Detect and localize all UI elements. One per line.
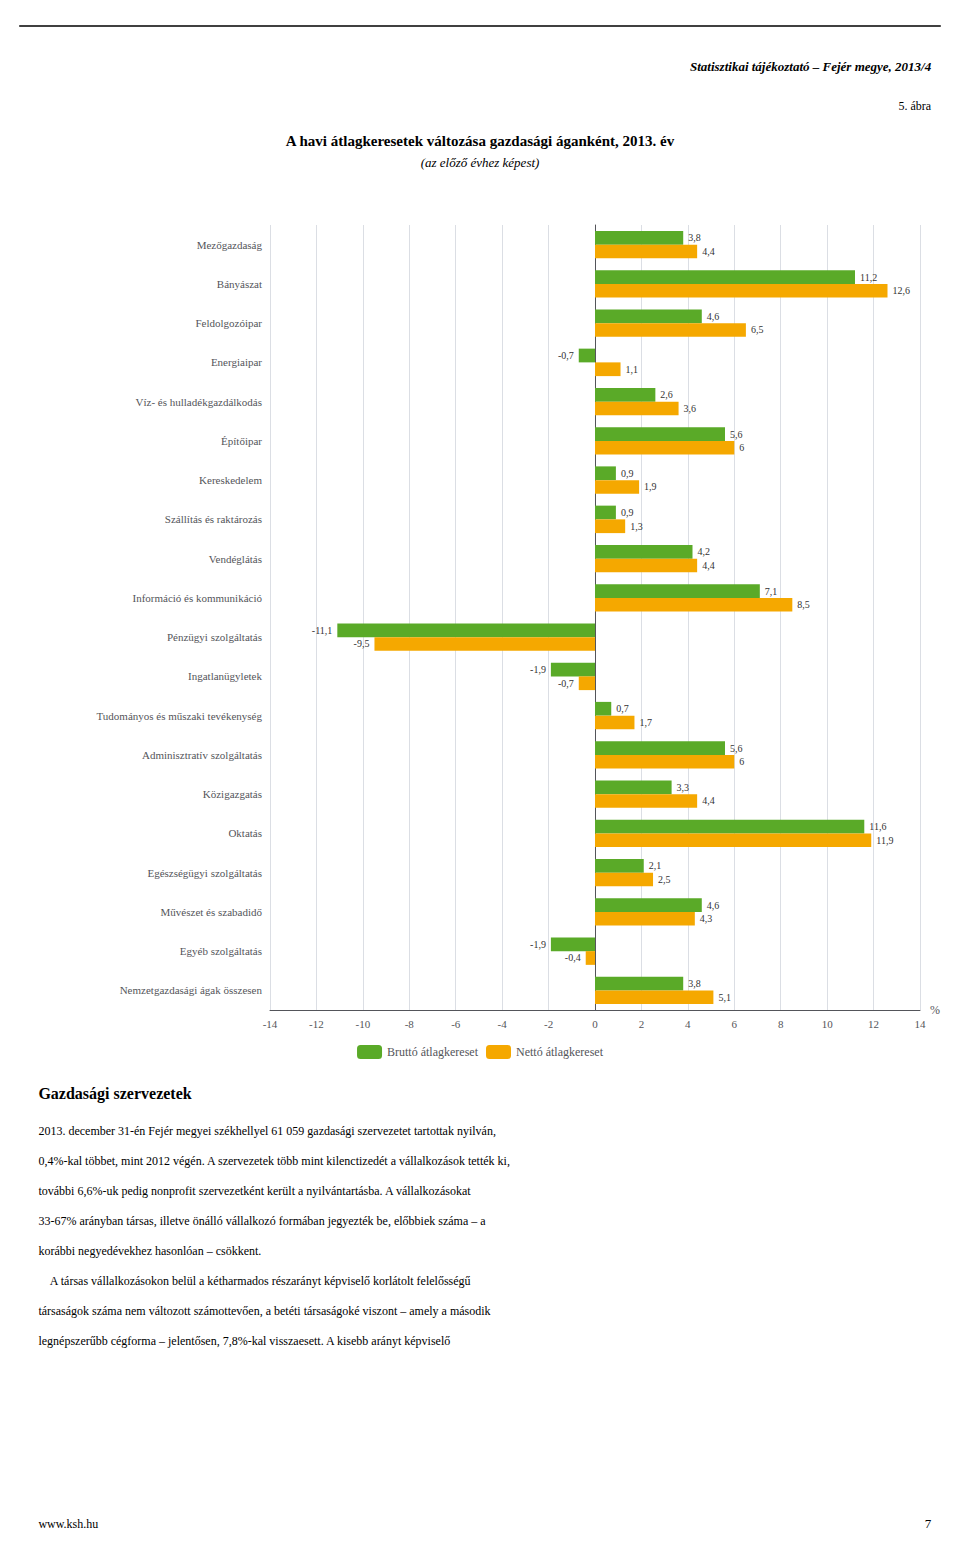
- svg-text:Tudományos és műszaki tevékeny: Tudományos és műszaki tevékenység: [97, 710, 263, 722]
- svg-text:0: 0: [592, 1018, 598, 1030]
- svg-text:Statisztikai tájékoztató – Fej: Statisztikai tájékoztató – Fejér megye, …: [690, 59, 932, 74]
- svg-text:Feldolgozóipar: Feldolgozóipar: [195, 317, 262, 329]
- svg-text:Adminisztratív szolgáltatás: Adminisztratív szolgáltatás: [142, 749, 262, 761]
- svg-text:11,6: 11,6: [869, 821, 886, 832]
- svg-text:3,8: 3,8: [688, 232, 701, 243]
- svg-text:-4: -4: [498, 1018, 508, 1030]
- svg-text:Egészségügyi szolgáltatás: Egészségügyi szolgáltatás: [147, 867, 262, 879]
- svg-text:Víz- és hulladékgazdálkodás: Víz- és hulladékgazdálkodás: [136, 396, 262, 408]
- svg-text:2013. december 31-én Fejér meg: 2013. december 31-én Fejér megyei székhe…: [38, 1124, 496, 1138]
- svg-text:-11,1: -11,1: [312, 625, 332, 636]
- svg-text:Bruttó átlagkereset: Bruttó átlagkereset: [387, 1045, 479, 1059]
- svg-text:4,3: 4,3: [700, 913, 713, 924]
- svg-text:Pénzügyi szolgáltatás: Pénzügyi szolgáltatás: [167, 631, 262, 643]
- svg-text:-6: -6: [451, 1018, 461, 1030]
- svg-text:Építőipar: Építőipar: [221, 435, 262, 447]
- svg-text:11,9: 11,9: [876, 835, 893, 846]
- svg-text:Nemzetgazdasági ágak összesen: Nemzetgazdasági ágak összesen: [120, 984, 263, 996]
- svg-text:-9,5: -9,5: [354, 638, 370, 649]
- svg-text:6: 6: [739, 442, 744, 453]
- svg-text:-10: -10: [356, 1018, 371, 1030]
- svg-text:3,8: 3,8: [688, 978, 701, 989]
- svg-text:4: 4: [685, 1018, 691, 1030]
- svg-text:8: 8: [778, 1018, 784, 1030]
- svg-text:-2: -2: [544, 1018, 553, 1030]
- svg-text:12,6: 12,6: [893, 285, 911, 296]
- svg-text:Egyéb szolgáltatás: Egyéb szolgáltatás: [180, 945, 262, 957]
- svg-text:(az előző évhez képest): (az előző évhez képest): [421, 155, 540, 170]
- svg-text:legnépszerűbb cégforma – jelen: legnépszerűbb cégforma – jelentősen, 7,8…: [38, 1334, 450, 1348]
- svg-text:Információ és kommunikáció: Információ és kommunikáció: [132, 592, 262, 604]
- svg-text:5,6: 5,6: [730, 743, 743, 754]
- svg-text:7,1: 7,1: [765, 586, 778, 597]
- svg-text:8,5: 8,5: [797, 599, 810, 610]
- svg-text:5,6: 5,6: [730, 429, 743, 440]
- svg-text:-0,7: -0,7: [558, 678, 574, 689]
- svg-text:2: 2: [639, 1018, 645, 1030]
- svg-text:Gazdasági szervezetek: Gazdasági szervezetek: [38, 1085, 191, 1103]
- svg-text:0,4%-kal többet, mint 2012 vég: 0,4%-kal többet, mint 2012 végén. A szer…: [38, 1154, 510, 1168]
- svg-text:Közigazgatás: Közigazgatás: [203, 788, 262, 800]
- svg-text:1,9: 1,9: [644, 481, 657, 492]
- svg-text:5. ábra: 5. ábra: [899, 99, 932, 113]
- svg-text:korábbi negyedévekhez hasonlóa: korábbi negyedévekhez hasonlóan – csökke…: [38, 1244, 261, 1258]
- svg-text:-1,9: -1,9: [530, 939, 546, 950]
- svg-text:1,7: 1,7: [639, 717, 652, 728]
- svg-text:A havi átlagkeresetek változás: A havi átlagkeresetek változása gazdaság…: [286, 133, 675, 149]
- svg-text:4,4: 4,4: [702, 795, 715, 806]
- svg-text:6: 6: [732, 1018, 738, 1030]
- svg-text:Szállítás és raktározás: Szállítás és raktározás: [165, 513, 262, 525]
- svg-text:Kereskedelem: Kereskedelem: [199, 474, 262, 486]
- svg-text:-14: -14: [263, 1018, 278, 1030]
- svg-text:Oktatás: Oktatás: [228, 827, 262, 839]
- svg-text:-0,7: -0,7: [558, 350, 574, 361]
- svg-text:4,6: 4,6: [707, 311, 720, 322]
- svg-text:Vendéglátás: Vendéglátás: [209, 553, 262, 565]
- svg-text:5,1: 5,1: [718, 992, 731, 1003]
- svg-text:11,2: 11,2: [860, 272, 877, 283]
- svg-text:10: 10: [822, 1018, 834, 1030]
- svg-text:6,5: 6,5: [751, 324, 764, 335]
- svg-text:A társas vállalkozásokon belül: A társas vállalkozásokon belül a kétharm…: [38, 1274, 470, 1288]
- svg-text:%: %: [930, 1003, 940, 1017]
- svg-text:4,2: 4,2: [698, 546, 711, 557]
- svg-text:7: 7: [925, 1516, 932, 1531]
- svg-text:0,9: 0,9: [621, 468, 634, 479]
- svg-text:0,7: 0,7: [616, 703, 629, 714]
- svg-text:3,3: 3,3: [677, 782, 690, 793]
- svg-text:-0,4: -0,4: [565, 952, 581, 963]
- svg-text:Energiaipar: Energiaipar: [211, 356, 262, 368]
- svg-text:33-67% arányban társas, illetv: 33-67% arányban társas, illetve önálló v…: [38, 1214, 486, 1228]
- svg-text:-8: -8: [405, 1018, 415, 1030]
- svg-text:4,6: 4,6: [707, 900, 720, 911]
- svg-text:1,3: 1,3: [630, 521, 643, 532]
- svg-text:3,6: 3,6: [684, 403, 697, 414]
- svg-text:további 6,6%-uk pedig nonprofi: további 6,6%-uk pedig nonprofit szerveze…: [38, 1184, 471, 1198]
- svg-text:1,1: 1,1: [626, 364, 639, 375]
- svg-text:-12: -12: [309, 1018, 324, 1030]
- svg-text:4,4: 4,4: [702, 246, 715, 257]
- svg-text:12: 12: [868, 1018, 879, 1030]
- svg-text:Bányászat: Bányászat: [217, 278, 262, 290]
- svg-text:www.ksh.hu: www.ksh.hu: [38, 1517, 98, 1531]
- svg-text:Ingatlanügyletek: Ingatlanügyletek: [188, 670, 262, 682]
- svg-text:társaságok száma nem változott: társaságok száma nem változott számottev…: [38, 1304, 490, 1318]
- svg-text:0,9: 0,9: [621, 507, 634, 518]
- svg-text:2,5: 2,5: [658, 874, 671, 885]
- svg-text:2,6: 2,6: [660, 389, 673, 400]
- svg-text:-1,9: -1,9: [530, 664, 546, 675]
- svg-text:Nettó átlagkereset: Nettó átlagkereset: [516, 1045, 604, 1059]
- svg-text:Művészet és szabadidő: Művészet és szabadidő: [161, 906, 263, 918]
- svg-text:Mezőgazdaság: Mezőgazdaság: [197, 239, 263, 251]
- svg-text:2,1: 2,1: [649, 860, 662, 871]
- svg-text:4,4: 4,4: [702, 560, 715, 571]
- svg-text:6: 6: [739, 756, 744, 767]
- svg-text:14: 14: [915, 1018, 927, 1030]
